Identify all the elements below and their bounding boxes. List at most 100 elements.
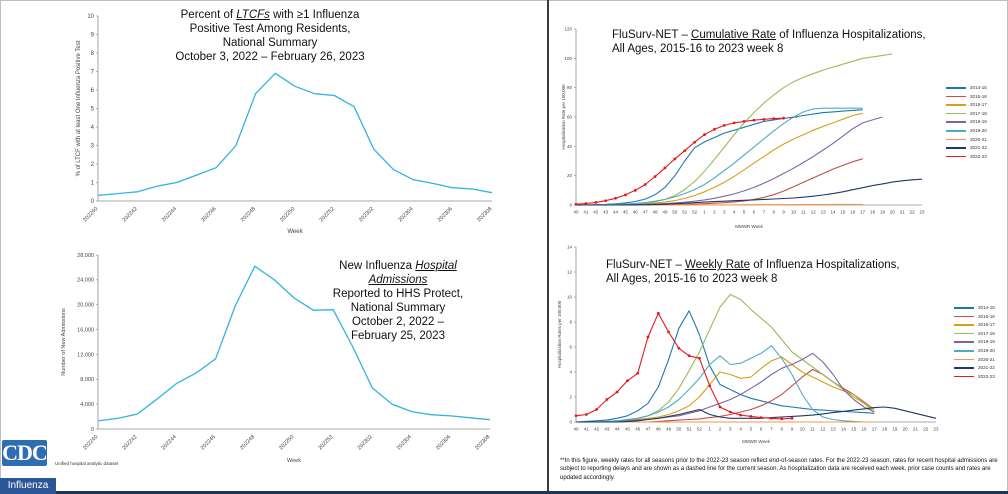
x-axis-title: MMWR Week [735,224,763,229]
data-point-2022-23 [722,123,726,127]
data-point-2022-23 [673,157,677,161]
x-tick-label: 6 [760,427,763,432]
legend-swatch [946,147,966,149]
bottom-rule [0,491,1008,494]
data-point-2022-23 [643,183,647,186]
x-tick-label: 4 [733,210,736,215]
x-tick-label: 20 [903,427,909,432]
data-point-2022-23 [718,405,722,409]
x-tick-label: 19 [892,427,898,432]
data-point-2022-23 [742,120,746,123]
data-point-2022-23 [713,127,716,131]
y-tick-label: 100 [564,56,572,61]
series-line-2018-19 [576,352,875,423]
legend-swatch [946,138,966,141]
data-point-2022-23 [667,330,670,334]
data-point-2022-23 [780,417,784,421]
x-tick-label: 15 [851,427,857,432]
x-tick-label: 44 [615,427,621,432]
cumulative-chart-title: FluSurv-NET – Cumulative Rate of Influen… [612,29,926,55]
y-tick-label: 12,000 [77,352,94,358]
series-line-2016-17 [576,356,875,423]
x-tick-label: 50 [672,210,678,215]
y-tick-label: 0 [569,420,572,425]
y-tick-label: 60 [567,115,573,120]
data-point-2022-23 [772,117,776,121]
y-tick-label: 1 [91,181,95,187]
x-tick-label: 19 [880,210,886,215]
series-line-2018-19 [576,116,883,206]
x-tick-label: 17 [860,210,866,215]
x-tick-label: 45 [623,210,629,215]
series-line-2017-18 [576,53,893,206]
cumulative-chart-panel: 0 20 40 60 80 100 120 40 41 42 43 44 45 46 47 48 49 50 51 5… [550,0,1006,240]
series-line-2014-15 [575,109,863,206]
y-tick-label: 14 [567,245,573,250]
x-tick-label: 45 [625,427,631,432]
x-tick-label: 202248 [240,206,257,223]
y-tick-label: 6 [91,88,95,94]
legend-swatch [954,367,974,369]
weekly-chart-panel: 0 2 4 6 8 10 12 14 40 41 42 43 44 45 46 47 48 49 50 51 52 1 2 3… [550,240,1006,452]
data-point-2022-23 [636,371,640,375]
legend-label: 2020-21 [978,356,995,362]
y-tick-label: 0 [91,427,94,433]
x-tick-label: 202250 [278,434,295,451]
y-tick-label: 8,000 [80,377,94,383]
x-tick-label: 47 [643,210,649,215]
x-tick-label: 50 [676,427,682,432]
series-line-2022-23 [575,312,793,420]
x-tick-label: 202244 [161,434,178,451]
y-axis-title: Hospitalization Rate per 100,000 [561,84,566,150]
y-tick-label: 20,000 [77,303,94,309]
y-tick-label: 0 [569,203,572,208]
data-point-2022-23 [595,408,598,411]
x-tick-label: 52 [697,427,703,432]
data-point-2022-23 [605,398,609,401]
center-divider [547,0,549,494]
x-tick-label: 1 [703,210,706,215]
x-tick-label: 13 [831,427,837,432]
y-tick-label: 0 [91,199,95,205]
x-tick-label: 202242 [122,206,139,223]
x-tick-label: 43 [604,427,610,432]
legend-label: 2022-23 [978,373,995,379]
series-dashed-2022-23 [783,116,798,119]
series-line-2021-22 [576,406,937,423]
data-point-2022-23 [703,133,706,137]
source-note: Unified hospital analytic dataset [55,461,119,466]
x-tick-label: 49 [666,427,672,432]
ltcf-chart: 0 1 2 3 4 5 6 7 8 9 10 202240 202242 202244 202246 2022… [76,14,493,235]
x-tick-label: 2 [719,427,722,432]
x-tick-label: 202240 [82,434,99,451]
x-tick-label: 43 [603,210,609,215]
y-tick-label: 5 [91,107,95,113]
x-tick-label: 16 [850,210,856,215]
hhs-chart: 0 4,000 8,000 12,000 16,000 20,000 24,000 28,00… [61,253,491,464]
y-tick-label: 120 [564,27,572,32]
hhs-chart-panel: 0 4,000 8,000 12,000 16,000 20,000 24,000 28,00… [0,240,545,464]
y-tick-label: 4 [569,370,572,375]
x-tick-label: 51 [687,427,693,432]
legend-swatch [946,95,966,98]
x-tick-label: 202308 [474,434,491,451]
y-tick-label: 4,000 [80,402,94,408]
x-tick-label: 3 [723,210,726,215]
x-tick-label: 44 [613,210,619,215]
x-tick-label: 15 [840,210,846,215]
y-tick-label: 6 [569,345,572,350]
x-tick-label: 23 [919,210,925,215]
legend-label: 2017-18 [978,330,995,336]
y-tick-label: 4 [91,125,95,131]
x-tick-label: 9 [782,210,785,215]
y-tick-label: 20 [567,173,573,178]
ltcf-chart-panel: 0 1 2 3 4 5 6 7 8 9 10 202240 202242 202244 202246 2022… [0,0,545,235]
x-tick-label: 21 [900,210,906,215]
data-point-2022-23 [626,379,629,383]
x-tick-label: 202252 [319,206,336,223]
y-axis-title: Number of New Admissions [61,308,67,376]
legend-swatch [946,104,966,106]
data-point-2022-23 [790,416,794,420]
data-point-2022-23 [698,356,701,360]
